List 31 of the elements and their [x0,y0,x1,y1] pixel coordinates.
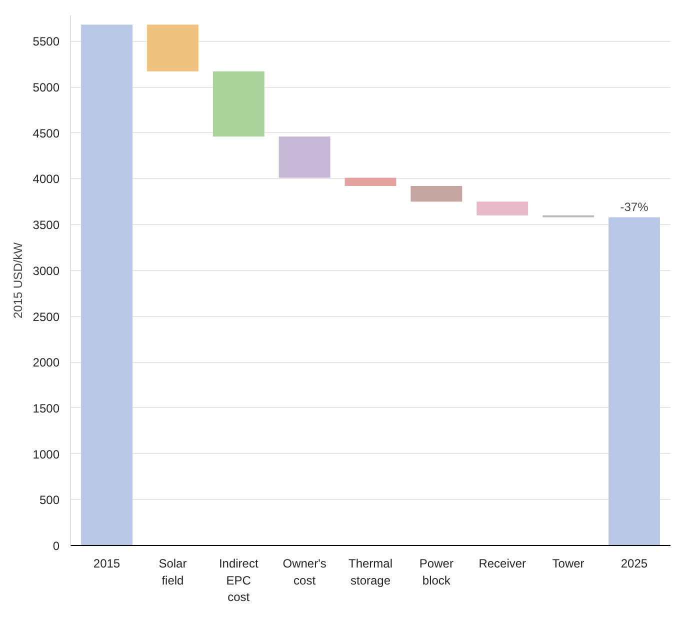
y-tick-label: 500 [39,493,60,508]
y-tick-label: 3500 [32,218,60,232]
y-tick-label: 2000 [32,356,60,370]
y-tick-label: 1500 [32,401,60,416]
bar [608,217,660,546]
bar [212,71,264,137]
x-tick-label: Tower [552,556,584,570]
bar [476,202,528,216]
x-tick-label: Owner's cost [282,556,326,588]
y-tick-label: 2500 [32,310,60,324]
x-tick-label: Power block [419,556,454,588]
x-tick-label: Solar field [158,556,187,588]
y-tick-label: 0 [52,539,60,553]
x-tick-label: Receiver [478,556,526,570]
y-tick-label: 4000 [32,172,60,186]
y-tick-label: 1000 [32,447,60,462]
bar [344,178,396,186]
bar [410,186,462,202]
y-tick-label: 5000 [32,80,60,95]
x-tick-label: Indirect EPC cost [218,556,259,604]
bar [146,24,198,72]
x-tick-label: Thermal storage [348,556,393,588]
y-tick-label: 3000 [32,264,60,278]
y-axis-title: 2015 USD/kW [10,242,25,319]
x-tick-label: 2025 [620,556,648,570]
y-tick-label: 4500 [32,126,60,140]
annotation: -37% [620,200,649,214]
y-tick-label: 5500 [32,34,60,49]
x-tick-label: 2015 [93,556,120,570]
bar [81,24,132,546]
bar [278,136,330,178]
